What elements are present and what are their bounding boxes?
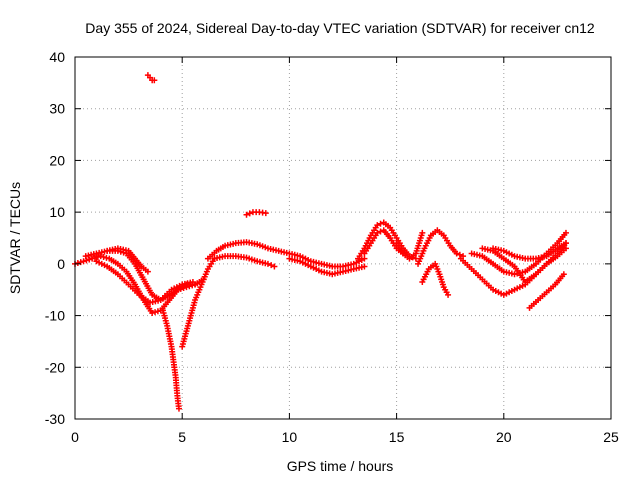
data-point bbox=[97, 253, 104, 260]
y-axis-label: SDTVAR / TECUs bbox=[7, 182, 23, 294]
x-tick-label: 20 bbox=[496, 429, 512, 445]
series-arc-14 bbox=[393, 229, 426, 262]
data-point bbox=[189, 278, 196, 285]
data-layer bbox=[72, 72, 569, 412]
data-point-interp bbox=[177, 285, 184, 292]
data-point bbox=[183, 284, 190, 291]
y-tick-label: -20 bbox=[45, 359, 65, 375]
series-arc-11 bbox=[286, 255, 368, 278]
series-arc-5 bbox=[159, 307, 182, 412]
data-point bbox=[80, 258, 87, 265]
series-arc-9 bbox=[211, 253, 278, 270]
y-tick-label: 20 bbox=[49, 152, 65, 168]
data-point-interp bbox=[86, 256, 93, 263]
x-tick-label: 0 bbox=[71, 429, 79, 445]
data-point bbox=[175, 405, 182, 412]
series-arc-6 bbox=[144, 72, 158, 84]
data-point bbox=[151, 77, 158, 84]
series-arc-16 bbox=[419, 260, 452, 298]
series-arc-4 bbox=[104, 245, 151, 275]
tick-layer: 0 5 10 15 20 25 -30 -20 -10 0 10 20 30 40 bbox=[45, 49, 619, 445]
series-arc-15 bbox=[415, 227, 467, 267]
data-point bbox=[374, 222, 381, 229]
data-point bbox=[445, 291, 452, 298]
series-arc-2 bbox=[82, 247, 199, 304]
data-point-interp bbox=[180, 284, 187, 291]
data-point-interp bbox=[152, 309, 159, 316]
y-tick-label: 30 bbox=[49, 101, 65, 117]
y-tick-label: 40 bbox=[49, 49, 65, 65]
data-point bbox=[89, 255, 96, 262]
data-point bbox=[562, 229, 569, 236]
series-arc-10 bbox=[243, 209, 269, 218]
data-point-interp bbox=[456, 251, 463, 258]
data-point bbox=[562, 245, 569, 252]
data-point bbox=[419, 229, 426, 236]
y-tick-label: 10 bbox=[49, 204, 65, 220]
series-arc-21 bbox=[526, 271, 567, 311]
data-point bbox=[374, 229, 381, 236]
plot-frame bbox=[74, 56, 612, 420]
series-arc-3 bbox=[93, 258, 196, 306]
data-point-interp bbox=[377, 220, 384, 227]
y-tick-label: 0 bbox=[57, 256, 65, 272]
data-point-interp bbox=[246, 210, 253, 217]
data-point bbox=[262, 210, 269, 217]
x-tick-label: 10 bbox=[282, 429, 298, 445]
data-point bbox=[149, 309, 156, 316]
data-point-interp bbox=[92, 254, 99, 261]
y-tick-label: -10 bbox=[45, 308, 65, 324]
series-arc-8 bbox=[204, 239, 368, 270]
series-arc-20 bbox=[490, 240, 569, 262]
data-point bbox=[264, 260, 271, 267]
data-point-interp bbox=[94, 253, 101, 260]
x-tick-label: 15 bbox=[389, 429, 405, 445]
data-point-interp bbox=[100, 253, 107, 260]
grid-layer bbox=[75, 57, 611, 419]
data-point bbox=[453, 250, 460, 257]
x-axis-label: GPS time / hours bbox=[287, 458, 394, 474]
data-point bbox=[361, 263, 368, 270]
series-arc-19 bbox=[479, 245, 569, 285]
data-point bbox=[243, 211, 250, 218]
data-point bbox=[562, 240, 569, 247]
chart-title: Day 355 of 2024, Sidereal Day-to-day VTE… bbox=[85, 20, 595, 36]
data-point-interp bbox=[154, 308, 161, 315]
series-arc-7 bbox=[179, 255, 218, 350]
x-tick-label: 5 bbox=[178, 429, 186, 445]
data-point bbox=[560, 271, 567, 278]
data-point-interp bbox=[186, 283, 193, 290]
data-point-interp bbox=[103, 254, 110, 261]
x-tick-label: 25 bbox=[603, 429, 619, 445]
data-point bbox=[361, 255, 368, 262]
data-point-interp bbox=[268, 262, 275, 269]
data-point bbox=[271, 263, 278, 270]
data-point-interp bbox=[74, 259, 81, 266]
data-point bbox=[144, 268, 151, 275]
y-tick-label: -30 bbox=[45, 411, 65, 427]
